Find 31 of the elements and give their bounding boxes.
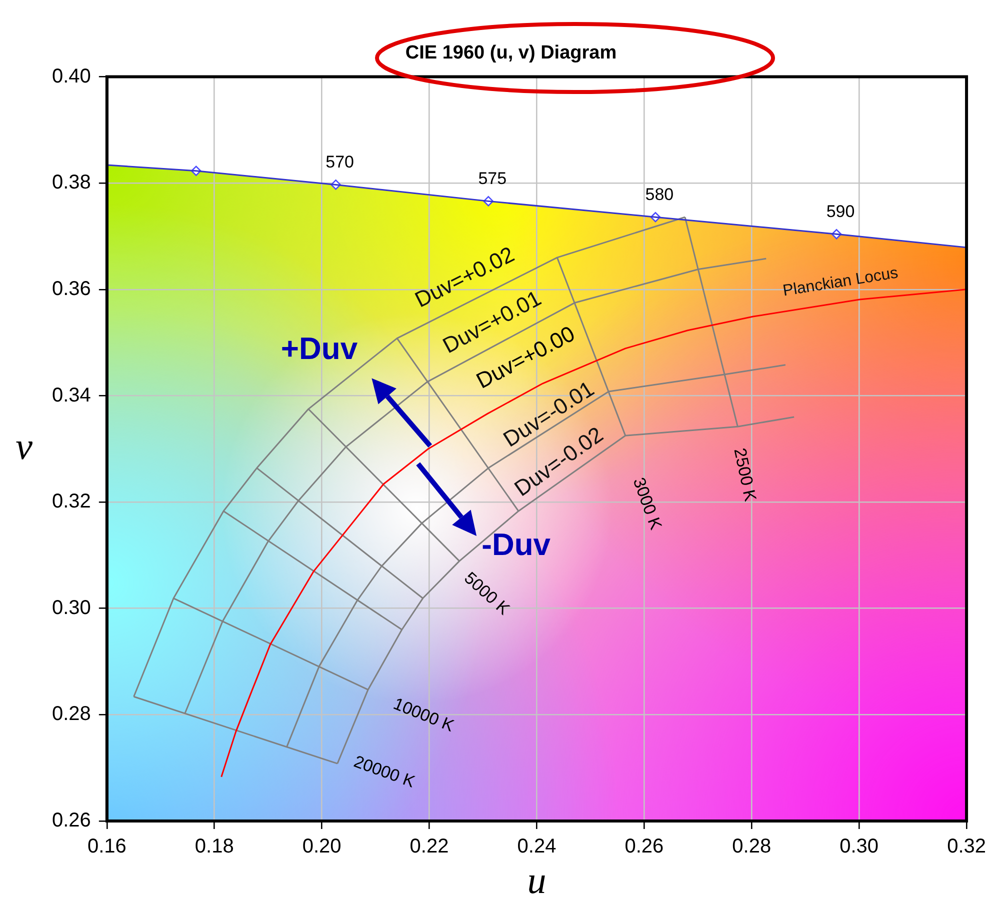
annotation: 590 bbox=[826, 202, 855, 221]
x-tick-label: 0.20 bbox=[302, 836, 342, 858]
y-tick-label: 0.38 bbox=[52, 172, 91, 194]
x-tick-label: 0.32 bbox=[947, 836, 986, 858]
annotation: -Duv bbox=[482, 526, 552, 562]
y-tick-label: 0.26 bbox=[52, 810, 91, 832]
y-tick-label: 0.32 bbox=[52, 490, 91, 513]
y-axis-title: v bbox=[16, 426, 33, 468]
annotation: 580 bbox=[645, 184, 674, 204]
annotation: 20000 K bbox=[351, 752, 418, 792]
x-tick-label: 0.26 bbox=[624, 836, 664, 858]
y-tick-label: 0.36 bbox=[52, 278, 91, 300]
annotation: +Duv bbox=[280, 331, 358, 366]
chart-title: CIE 1960 (u, v) Diagram bbox=[405, 42, 617, 64]
x-tick-label: 0.30 bbox=[840, 836, 879, 858]
x-tick-label: 0.16 bbox=[87, 836, 126, 858]
text: Planckian Locus bbox=[782, 264, 900, 300]
x-tick-label: 0.28 bbox=[732, 836, 772, 858]
x-tick-label: 0.18 bbox=[194, 836, 234, 858]
annotation: 3000 K bbox=[629, 475, 666, 533]
y-tick-label: 0.28 bbox=[52, 703, 91, 726]
y-tick-label: 0.34 bbox=[52, 384, 91, 406]
x-axis-title: u bbox=[527, 860, 546, 902]
y-tick-label: 0.40 bbox=[52, 65, 91, 88]
annotation: 575 bbox=[478, 168, 507, 188]
x-tick-label: 0.24 bbox=[517, 836, 556, 858]
annotation: 570 bbox=[326, 152, 354, 172]
x-tick-label: 0.22 bbox=[410, 836, 449, 858]
y-tick-label: 0.30 bbox=[52, 596, 91, 619]
annotation: 10000 K bbox=[390, 694, 458, 736]
annotation: 2500 K bbox=[730, 446, 760, 504]
